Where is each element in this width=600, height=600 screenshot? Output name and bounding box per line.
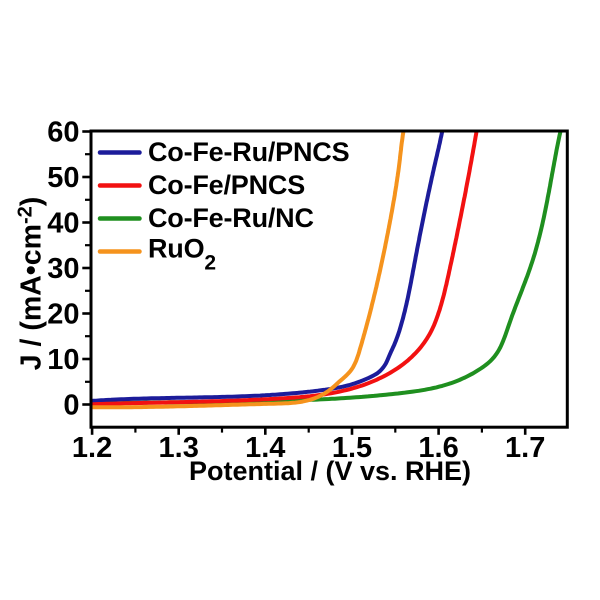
svg-text:40: 40 [47,208,79,240]
svg-text:10: 10 [47,344,79,376]
svg-text:20: 20 [47,299,79,331]
svg-text:1.4: 1.4 [245,432,285,464]
svg-text:1.7: 1.7 [505,432,545,464]
svg-text:1.2: 1.2 [72,432,112,464]
svg-text:0: 0 [63,390,79,422]
svg-text:J / (mA•cm-2): J / (mA•cm-2) [15,197,48,371]
svg-text:1.5: 1.5 [332,432,372,464]
svg-text:Potential / (V vs. RHE): Potential / (V vs. RHE) [189,456,471,486]
svg-text:50: 50 [47,162,79,194]
svg-text:60: 60 [47,117,79,149]
svg-text:1.3: 1.3 [159,432,199,464]
svg-text:Co-Fe/PNCS: Co-Fe/PNCS [148,170,305,200]
svg-text:30: 30 [47,253,79,285]
svg-text:Co-Fe-Ru/NC: Co-Fe-Ru/NC [148,203,314,233]
svg-text:1.6: 1.6 [418,432,458,464]
svg-text:Co-Fe-Ru/PNCS: Co-Fe-Ru/PNCS [148,137,349,167]
